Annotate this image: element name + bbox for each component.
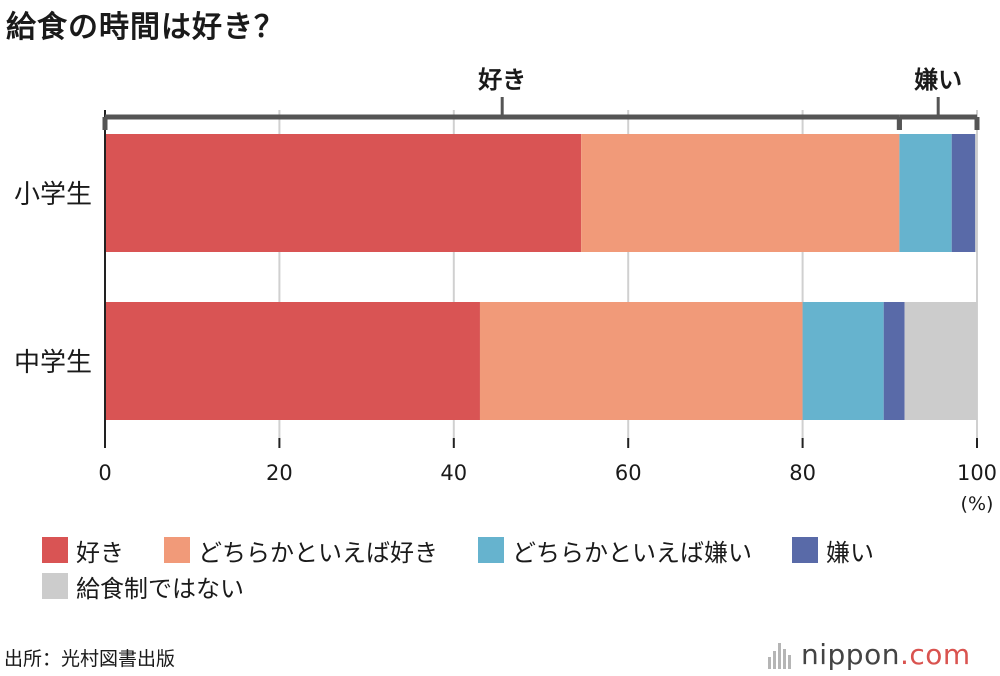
category-label-1: 中学生 [14,348,92,378]
legend-item-like: 好き [42,533,124,568]
x-tick-label-80: 80 [789,461,816,485]
x-axis-unit: (%) [961,493,994,515]
nippon-logo-icon [768,641,793,669]
bracket-label-0: 好き [477,66,526,94]
x-tick-label-60: 60 [615,461,642,485]
legend-item-no-school-lunch: 給食制ではない [42,569,244,604]
x-tick-label-100: 100 [957,461,997,485]
chart-title: 給食の時間は好き？ [6,10,285,45]
bar-segment-0-3 [951,134,976,252]
legend-label-somewhat-dislike: どちらかといえば嫌い [512,538,752,567]
legend-swatch-somewhat-dislike [478,537,504,563]
logo-suffix: .com [899,638,971,671]
bar-segment-1-1 [479,302,803,420]
legend-swatch-no-school-lunch [42,573,68,599]
logo-name: nippon [801,638,900,671]
bar-segment-0-2 [899,134,952,252]
bracket-label-1: 嫌い [914,66,962,94]
bar-segment-0-0 [105,134,582,252]
nippon-logo-text: nippon.com [801,638,971,671]
legend-swatch-like [42,537,68,563]
x-tick-label-40: 40 [440,461,467,485]
legend-label-dislike: 嫌い [826,538,874,567]
bar-segment-1-3 [883,302,905,420]
x-tick-label-0: 0 [98,461,111,485]
bar-segment-1-2 [802,302,884,420]
legend-label-somewhat-like: どちらかといえば好き [198,538,438,567]
legend-row-2: 給食制ではない [42,568,992,604]
nippon-logo[interactable]: nippon.com [768,638,971,671]
legend-label-like: 好き [76,538,124,567]
bar-segment-0-1 [581,134,900,252]
legend: 好き どちらかといえば好き どちらかといえば嫌い 嫌い 給食制ではない [42,532,992,604]
legend-swatch-somewhat-like [164,537,190,563]
legend-item-dislike: 嫌い [792,533,874,568]
bar-segment-1-4 [904,302,977,420]
legend-row-1: 好き どちらかといえば好き どちらかといえば嫌い 嫌い [42,532,992,568]
bar-segment-0-4 [975,134,977,252]
legend-item-somewhat-dislike: どちらかといえば嫌い [478,533,752,568]
bar-segment-1-0 [105,302,480,420]
legend-item-somewhat-like: どちらかといえば好き [164,533,438,568]
category-label-0: 小学生 [14,180,92,210]
source-note: 出所：光村図書出版 [4,648,176,670]
legend-swatch-dislike [792,537,818,563]
x-tick-label-20: 20 [266,461,293,485]
legend-label-no-school-lunch: 給食制ではない [76,574,244,603]
